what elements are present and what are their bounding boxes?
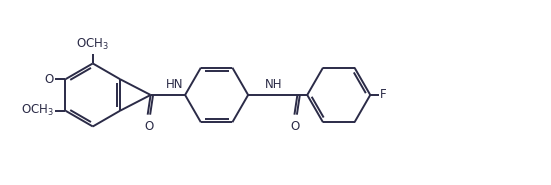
- Text: F: F: [380, 88, 387, 101]
- Text: OCH$_3$: OCH$_3$: [21, 103, 53, 118]
- Text: O: O: [144, 120, 153, 133]
- Text: O: O: [45, 73, 53, 86]
- Text: NH: NH: [265, 78, 283, 91]
- Text: HN: HN: [165, 78, 183, 91]
- Text: O: O: [291, 120, 300, 133]
- Text: OCH$_3$: OCH$_3$: [77, 37, 109, 52]
